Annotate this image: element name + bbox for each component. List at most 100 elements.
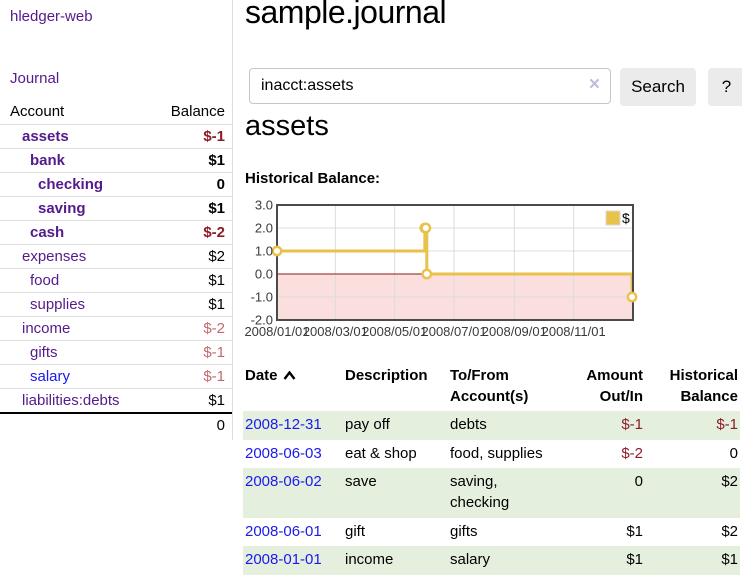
account-link-income[interactable]: income (22, 320, 71, 337)
brand-link[interactable]: hledger-web (10, 8, 93, 25)
transaction-accounts: gifts (450, 522, 478, 540)
transaction-date-cell: 2008-06-02 (243, 468, 343, 517)
account-heading: assets (245, 110, 329, 142)
account-balance: $1 (153, 388, 232, 413)
data-point (420, 222, 432, 234)
accounts-table: Account Balance assets $-1 bank $1 checking 0… (0, 99, 232, 437)
account-balance: $1 (153, 268, 232, 293)
account-cell: income (0, 316, 154, 341)
account-link-saving[interactable]: saving (38, 200, 86, 217)
table-row: 2008-06-02 save saving, checking 0 $2 (243, 468, 740, 518)
column-header-balance: Historical Balance (669, 367, 738, 405)
search-input-wrap: × (249, 68, 611, 105)
legend-swatch (605, 210, 621, 226)
y-axis-tick-label: 3.0 (255, 200, 273, 213)
account-cell: liabilities:debts (0, 388, 154, 413)
search-input[interactable] (249, 68, 611, 104)
account-cell: bank (0, 148, 154, 173)
transaction-amount: $1 (626, 522, 643, 540)
transaction-balance: $2 (721, 522, 738, 540)
accounts-total-row: 0 (0, 412, 232, 437)
data-point (271, 245, 283, 257)
transaction-balance: $2 (721, 473, 738, 491)
account-balance: $-2 (153, 220, 232, 245)
help-button[interactable]: ? (708, 68, 742, 106)
transaction-date-link[interactable]: 2008-12-31 (245, 416, 322, 433)
transaction-date-link[interactable]: 2008-06-02 (245, 473, 322, 491)
column-header-date[interactable]: Date (243, 362, 343, 411)
account-link-cash[interactable]: cash (30, 224, 65, 241)
accounts-header-row: Account Balance (0, 99, 232, 125)
table-row: 2008-01-01 income salary $1 $1 (243, 546, 740, 576)
transaction-accounts: debts (450, 416, 487, 433)
main-content: sample.journal × Search ? assets Histori… (240, 0, 742, 582)
y-axis-tick-label: -2.0 (251, 313, 273, 328)
account-link-bank[interactable]: bank (30, 152, 66, 169)
account-balance: $-1 (153, 340, 232, 365)
transaction-description: eat & shop (345, 444, 417, 462)
transaction-balance: $1 (721, 551, 738, 569)
column-header-amount: Amount Out/In (586, 367, 643, 405)
account-balance: $1 (153, 148, 232, 173)
transaction-date-link[interactable]: 2008-06-01 (245, 522, 322, 540)
clear-search-icon[interactable]: × (588, 74, 600, 95)
x-axis-tick-label: 2008/05/01 (362, 324, 427, 339)
table-row: 2008-06-03 eat & shop food, supplies $-2 0 (243, 440, 740, 469)
account-cell: checking (0, 172, 154, 197)
account-balance: $-1 (153, 124, 232, 149)
data-point (626, 291, 638, 303)
sidebar-item-journal[interactable]: Journal (10, 70, 60, 87)
account-balance: $1 (153, 292, 232, 317)
x-axis-tick-label: 2008/09/01 (482, 324, 547, 339)
account-row: income $-2 (0, 316, 232, 341)
plot-border (276, 204, 634, 321)
search-button[interactable]: Search (620, 68, 696, 106)
transaction-accounts: saving, checking (450, 473, 510, 512)
table-row: 2008-12-31 pay off debts $-1 $-1 (243, 411, 740, 440)
account-link-food[interactable]: food (30, 272, 60, 289)
transaction-date-link[interactable]: 2008-01-01 (245, 551, 322, 569)
y-axis-tick-label: 2.0 (255, 221, 273, 236)
transactions-header-row: Date Description To/From Account(s) Amou… (243, 362, 740, 411)
transaction-amount: $-1 (621, 416, 643, 433)
sort-ascending-icon (283, 365, 296, 386)
transaction-description: income (345, 551, 394, 569)
historical-balance-chart: $3.0 2.0 1.0 0.0 -1.0 -2.02008/01/012008/03/0… (244, 200, 638, 339)
account-link-supplies[interactable]: supplies (30, 296, 86, 313)
column-header-description: Description (345, 367, 428, 384)
account-link-expenses[interactable]: expenses (22, 248, 87, 265)
transaction-balance: $-1 (716, 416, 738, 433)
account-row: salary $-1 (0, 364, 232, 389)
search-bar: × Search ? (245, 68, 742, 106)
column-header-accounts: To/From Account(s) (450, 367, 529, 405)
account-row: liabilities:debts $1 (0, 388, 232, 413)
transaction-date-link[interactable]: 2008-06-03 (245, 444, 322, 462)
account-cell: supplies (0, 292, 154, 317)
account-cell: saving (0, 196, 154, 221)
y-axis-tick-label: 1.0 (255, 244, 273, 259)
transactions-table: Date Description To/From Account(s) Amou… (243, 362, 740, 576)
account-link-liabilities-debts[interactable]: liabilities:debts (22, 392, 120, 409)
x-axis-tick-label: 2008/01/01 (244, 324, 309, 339)
account-link-gifts[interactable]: gifts (30, 344, 58, 361)
y-axis-tick-label: 0.0 (255, 267, 273, 282)
account-row: expenses $2 (0, 244, 232, 269)
accounts-total-spacer (0, 412, 154, 437)
column-header-date-label: Date (245, 367, 278, 384)
account-balance: $-2 (153, 316, 232, 341)
transaction-date-cell: 2008-06-01 (243, 518, 343, 547)
account-link-checking[interactable]: checking (38, 176, 104, 193)
account-row: cash $-2 (0, 220, 232, 245)
page-title: sample.journal (245, 0, 447, 30)
data-point (421, 268, 433, 280)
account-balance: $2 (153, 244, 232, 269)
account-link-assets[interactable]: assets (22, 128, 69, 145)
account-cell: salary (0, 364, 154, 389)
transaction-amount: $1 (626, 551, 643, 569)
sidebar: hledger-web Journal Account Balance asse… (0, 0, 233, 440)
account-link-salary[interactable]: salary (30, 368, 71, 385)
account-row: food $1 (0, 268, 232, 293)
transaction-date-cell: 2008-12-31 (243, 411, 343, 440)
transaction-date-cell: 2008-01-01 (243, 546, 343, 575)
